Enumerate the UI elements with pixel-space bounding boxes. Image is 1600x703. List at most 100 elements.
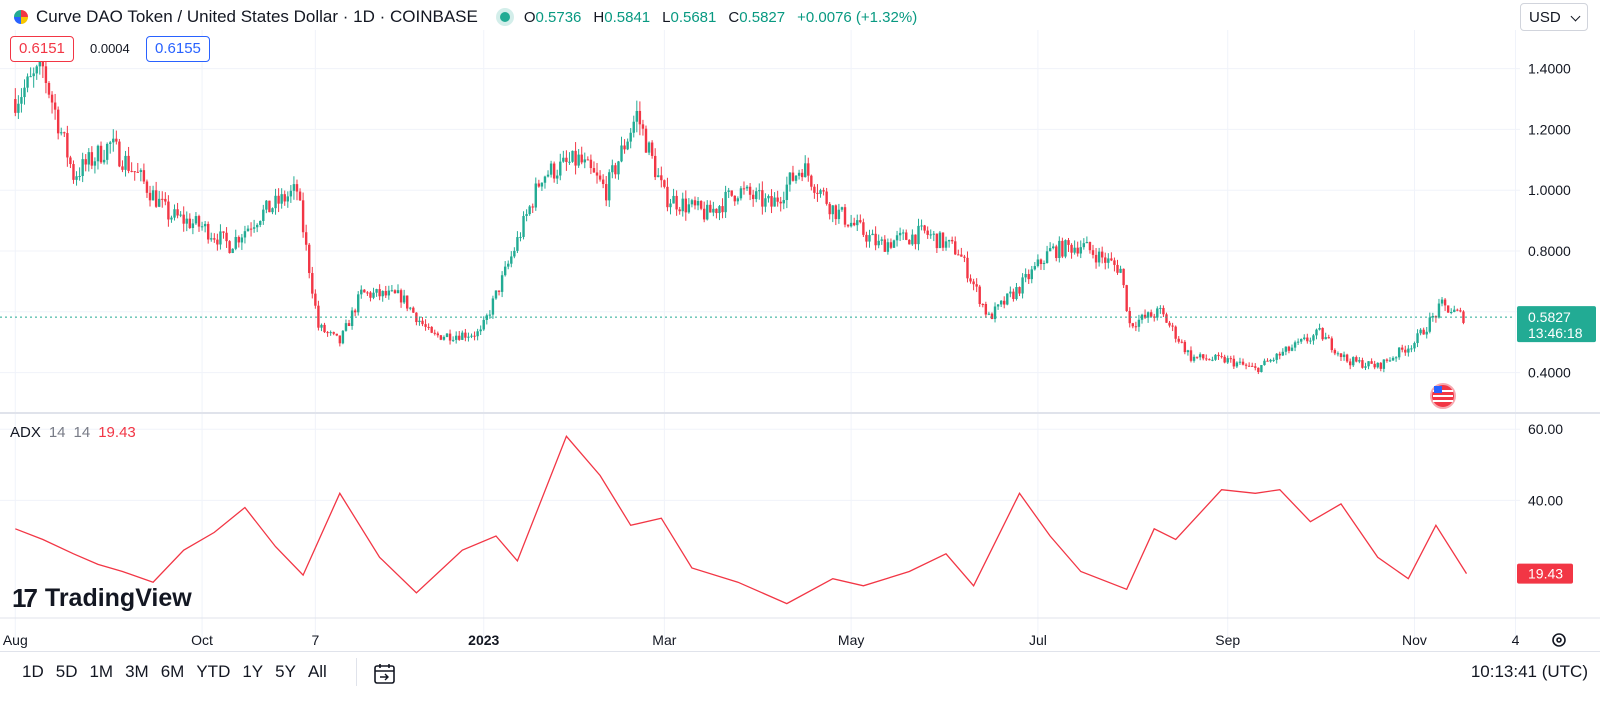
time-tick-label: Nov: [1402, 632, 1427, 648]
candle-body: [1266, 360, 1269, 362]
candle-body: [1437, 303, 1441, 318]
price-tick-label: 1.4000: [1528, 61, 1571, 77]
candle-body: [629, 132, 632, 142]
candle-body: [1410, 348, 1413, 350]
candle-body: [1358, 360, 1361, 362]
candle-body: [332, 332, 335, 334]
candle-body: [335, 333, 338, 336]
change-value: +0.0076 (+1.32%): [797, 8, 918, 26]
candle-body: [1306, 337, 1309, 342]
candle-body: [409, 307, 412, 309]
us-flag-icon[interactable]: [1430, 383, 1456, 409]
candle-body: [926, 230, 929, 235]
candle-body: [26, 76, 29, 88]
candle-body: [390, 290, 394, 292]
candle-body: [44, 66, 48, 83]
candle-body: [1058, 240, 1061, 259]
candle-body: [669, 203, 672, 208]
range-button-1d[interactable]: 1D: [22, 662, 44, 681]
candle-body: [718, 206, 721, 214]
candle-body: [1055, 246, 1058, 259]
candle-body: [1217, 354, 1220, 357]
candle-body: [978, 286, 981, 304]
candle-body: [586, 159, 590, 161]
tradingview-logo[interactable]: 17 TradingView: [12, 583, 192, 613]
candle-body: [277, 195, 280, 204]
range-button-6m[interactable]: 6M: [160, 662, 185, 681]
candle-body: [880, 239, 883, 241]
symbol-title[interactable]: Curve DAO Token / United States Dollar ·…: [36, 7, 478, 26]
candle-body: [1131, 323, 1135, 327]
candle-body: [522, 215, 525, 237]
range-button-all[interactable]: All: [307, 662, 327, 681]
candle-body: [1186, 350, 1190, 353]
candle-body: [381, 290, 384, 297]
candle-body: [259, 220, 262, 225]
last-price-badge: [1517, 306, 1596, 343]
range-button-ytd[interactable]: YTD: [196, 662, 231, 681]
range-button-1y[interactable]: 1Y: [242, 662, 264, 681]
candle-body: [384, 290, 387, 296]
time-axis[interactable]: Aug Oct 7 2023 Mar May Jul Sep Nov 4: [3, 632, 1520, 648]
candle-body: [353, 310, 357, 313]
candle-body: [1183, 341, 1187, 353]
candle-body: [1009, 291, 1012, 294]
candle-body: [764, 198, 767, 207]
candle-body: [794, 175, 798, 181]
candle-body: [513, 250, 516, 257]
calendar-goto-icon[interactable]: [373, 662, 397, 686]
candle-body: [1296, 341, 1300, 343]
candle-body: [742, 188, 746, 190]
candle-body: [727, 190, 730, 192]
candle-body: [963, 256, 966, 258]
buy-button[interactable]: 0.6155: [146, 36, 210, 62]
candle-body: [301, 200, 305, 233]
candle-body: [1382, 359, 1386, 369]
sell-button[interactable]: 0.6151: [10, 36, 74, 62]
candle-body: [494, 290, 498, 299]
candle-body: [516, 237, 519, 251]
candle-body: [770, 196, 773, 207]
time-tick-label: Sep: [1215, 632, 1240, 648]
candle-body: [865, 234, 868, 242]
candle-body: [635, 110, 639, 122]
candle-body: [957, 254, 960, 256]
candle-body: [1003, 300, 1006, 305]
candle-body: [1453, 309, 1456, 312]
candle-body: [1257, 367, 1260, 373]
currency-select[interactable]: USD: [1520, 3, 1588, 31]
candle-body: [1431, 316, 1435, 318]
candle-body: [286, 196, 289, 202]
candle-body: [1388, 360, 1392, 362]
range-button-5d[interactable]: 5D: [55, 662, 78, 681]
candle-body: [534, 183, 537, 208]
adx-legend[interactable]: ADX 14 14 19.43: [10, 424, 136, 441]
settings-gear-icon[interactable]: [1548, 629, 1570, 651]
range-button-3m[interactable]: 3M: [125, 662, 149, 681]
candle-body: [90, 152, 94, 166]
range-button-1m[interactable]: 1M: [89, 662, 114, 681]
candle-body: [733, 195, 736, 202]
adx-axis[interactable]: 60.00 40.00: [1528, 421, 1563, 508]
candle-body: [901, 232, 905, 234]
candle-body: [338, 335, 342, 344]
candle-body: [638, 110, 642, 125]
candle-body: [580, 154, 583, 163]
candle-body: [75, 176, 78, 180]
candle-body: [755, 191, 758, 200]
candle-body: [758, 190, 761, 192]
candle-body: [1336, 353, 1340, 355]
candle-body: [87, 152, 90, 165]
candle-body: [497, 290, 501, 292]
utc-clock[interactable]: 10:13:41 (UTC): [1470, 662, 1588, 681]
candle-body: [846, 224, 850, 227]
candle-body: [1192, 356, 1196, 361]
candle-body: [344, 323, 348, 331]
candle-body: [1244, 364, 1248, 366]
range-button-5y[interactable]: 5Y: [275, 662, 296, 681]
candle-body: [1097, 251, 1101, 263]
candle-body: [577, 154, 580, 166]
candle-body: [917, 225, 920, 245]
candle-body: [454, 335, 458, 340]
